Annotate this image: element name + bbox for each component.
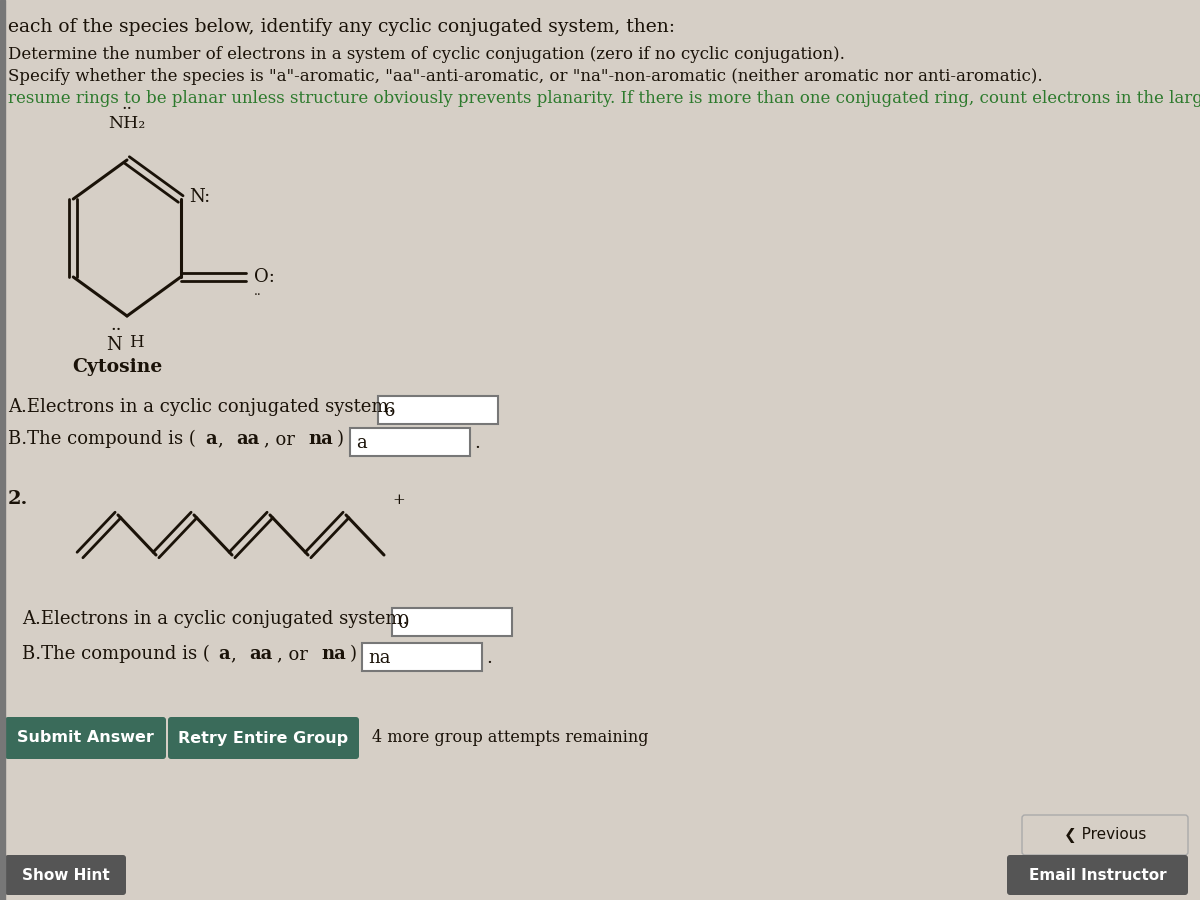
Text: a: a (356, 434, 367, 452)
Bar (0, 0, 5, 900)
Text: ): ) (337, 430, 344, 448)
FancyBboxPatch shape (378, 396, 498, 424)
Text: A.Electrons in a cyclic conjugated system.: A.Electrons in a cyclic conjugated syste… (22, 610, 408, 628)
Text: 2.: 2. (8, 490, 29, 508)
Text: na: na (308, 430, 332, 448)
Text: ): ) (350, 645, 358, 663)
Text: Cytosine: Cytosine (72, 358, 162, 376)
Text: ❮ Previous: ❮ Previous (1064, 827, 1146, 843)
Text: ,: , (230, 645, 242, 663)
FancyBboxPatch shape (362, 643, 482, 671)
Text: ,: , (218, 430, 229, 448)
Text: Determine the number of electrons in a system of cyclic conjugation (zero if no : Determine the number of electrons in a s… (8, 46, 845, 63)
Text: na: na (368, 649, 390, 667)
Text: Specify whether the species is "a"-aromatic, "aa"-anti-aromatic, or "na"-non-aro: Specify whether the species is "a"-aroma… (8, 68, 1043, 85)
Text: ··
NH₂: ·· NH₂ (108, 101, 145, 132)
Text: Retry Entire Group: Retry Entire Group (179, 731, 348, 745)
Text: a: a (218, 645, 229, 663)
Text: 6: 6 (384, 402, 396, 420)
Text: N:: N: (188, 188, 210, 206)
FancyBboxPatch shape (5, 855, 126, 895)
Text: aa: aa (236, 430, 259, 448)
FancyBboxPatch shape (1007, 855, 1188, 895)
Text: a: a (205, 430, 217, 448)
Text: resume rings to be planar unless structure obviously prevents planarity. If ther: resume rings to be planar unless structu… (8, 90, 1200, 107)
Text: Email Instructor: Email Instructor (1028, 868, 1166, 883)
Text: aa: aa (250, 645, 272, 663)
Text: na: na (322, 645, 346, 663)
Text: Submit Answer: Submit Answer (17, 731, 154, 745)
Text: O:: O: (253, 268, 275, 286)
Text: 0: 0 (398, 614, 409, 632)
Text: 4 more group attempts remaining: 4 more group attempts remaining (372, 730, 648, 746)
Text: ··
N: ·· N (107, 321, 122, 355)
Text: B.The compound is (: B.The compound is ( (8, 430, 196, 448)
FancyBboxPatch shape (5, 717, 166, 759)
Text: ··: ·· (253, 289, 262, 302)
Text: , or: , or (264, 430, 301, 448)
Text: Show Hint: Show Hint (22, 868, 109, 883)
Text: H: H (130, 334, 144, 351)
Text: .: . (474, 434, 480, 452)
Text: each of the species below, identify any cyclic conjugated system, then:: each of the species below, identify any … (8, 18, 674, 36)
FancyBboxPatch shape (1022, 815, 1188, 855)
FancyBboxPatch shape (392, 608, 512, 636)
FancyBboxPatch shape (168, 717, 359, 759)
Text: .: . (486, 649, 492, 667)
Text: +: + (392, 493, 404, 507)
Text: , or: , or (277, 645, 313, 663)
Text: A.Electrons in a cyclic conjugated system.: A.Electrons in a cyclic conjugated syste… (8, 398, 395, 416)
Text: B.The compound is (: B.The compound is ( (22, 645, 210, 663)
FancyBboxPatch shape (350, 428, 470, 456)
